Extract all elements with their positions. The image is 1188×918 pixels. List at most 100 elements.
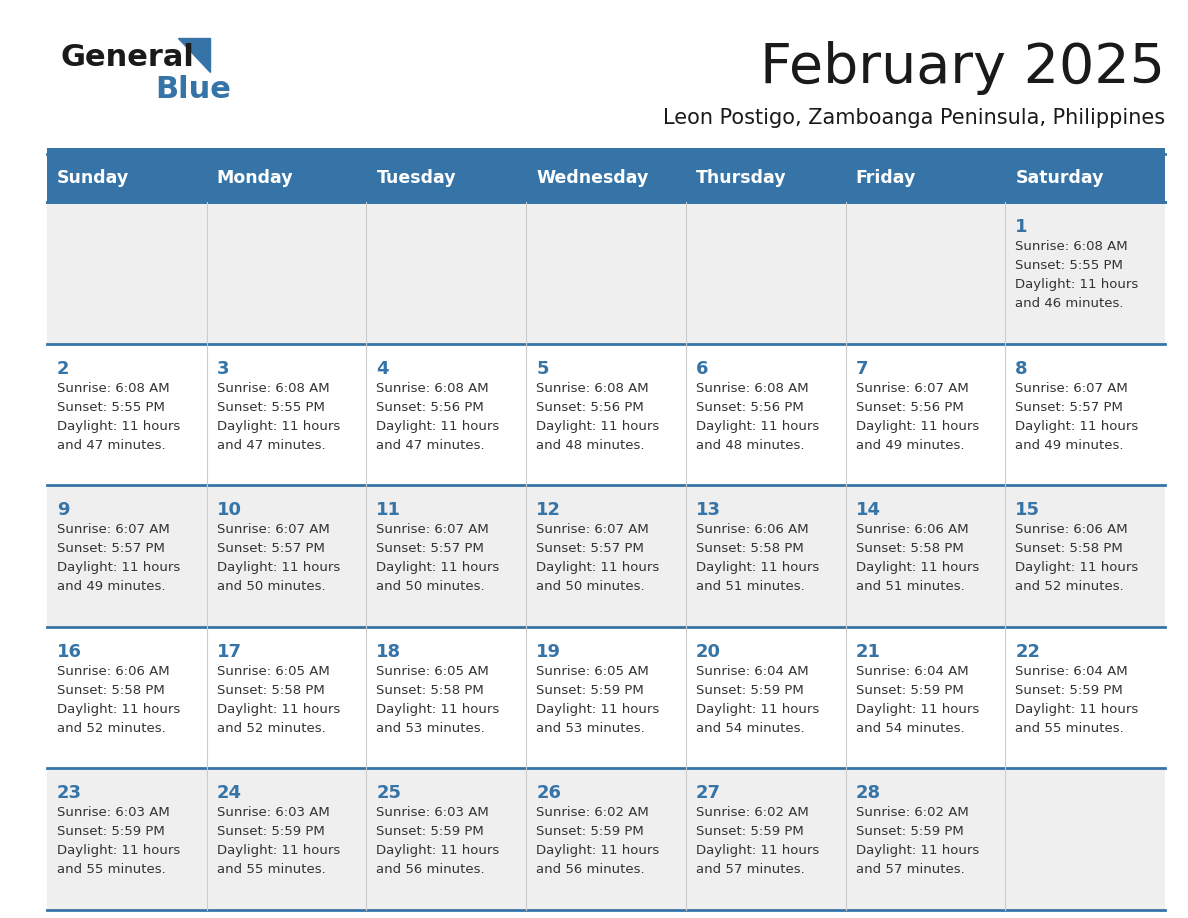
Text: 12: 12: [536, 501, 561, 520]
Text: Sunset: 5:58 PM: Sunset: 5:58 PM: [1016, 543, 1123, 555]
Text: 25: 25: [377, 784, 402, 802]
Text: Thursday: Thursday: [696, 169, 786, 187]
Text: Sunrise: 6:06 AM: Sunrise: 6:06 AM: [696, 523, 809, 536]
Text: Daylight: 11 hours: Daylight: 11 hours: [216, 703, 340, 716]
Text: Sunrise: 6:07 AM: Sunrise: 6:07 AM: [57, 523, 170, 536]
Text: and 48 minutes.: and 48 minutes.: [696, 439, 804, 452]
Text: Daylight: 11 hours: Daylight: 11 hours: [57, 703, 181, 716]
Bar: [207, 202, 366, 343]
Text: Sunrise: 6:07 AM: Sunrise: 6:07 AM: [377, 523, 489, 536]
Text: Sunset: 5:59 PM: Sunset: 5:59 PM: [696, 825, 803, 838]
Text: 5: 5: [536, 360, 549, 377]
Text: Sunset: 5:59 PM: Sunset: 5:59 PM: [696, 684, 803, 697]
Text: Sunset: 5:58 PM: Sunset: 5:58 PM: [216, 684, 324, 697]
Text: Daylight: 11 hours: Daylight: 11 hours: [696, 703, 819, 716]
Bar: [366, 343, 526, 486]
Text: Sunset: 5:56 PM: Sunset: 5:56 PM: [696, 400, 803, 414]
Text: Sunset: 5:59 PM: Sunset: 5:59 PM: [377, 825, 485, 838]
Text: 17: 17: [216, 643, 241, 661]
Bar: [48, 148, 1165, 154]
Text: and 50 minutes.: and 50 minutes.: [216, 580, 326, 593]
Text: Daylight: 11 hours: Daylight: 11 hours: [57, 420, 181, 432]
Text: and 54 minutes.: and 54 minutes.: [855, 722, 965, 734]
Bar: [207, 486, 366, 627]
Bar: [366, 202, 526, 343]
Bar: [526, 768, 685, 910]
Text: Sunset: 5:56 PM: Sunset: 5:56 PM: [855, 400, 963, 414]
Bar: [526, 627, 685, 768]
Bar: [526, 202, 685, 343]
Text: and 48 minutes.: and 48 minutes.: [536, 439, 645, 452]
Text: Leon Postigo, Zamboanga Peninsula, Philippines: Leon Postigo, Zamboanga Peninsula, Phili…: [663, 108, 1165, 128]
Text: Sunrise: 6:06 AM: Sunrise: 6:06 AM: [1016, 523, 1127, 536]
Text: Sunrise: 6:02 AM: Sunrise: 6:02 AM: [696, 806, 809, 820]
Bar: [48, 154, 207, 202]
Text: and 52 minutes.: and 52 minutes.: [1016, 580, 1124, 593]
Text: Sunrise: 6:04 AM: Sunrise: 6:04 AM: [855, 665, 968, 677]
Bar: [846, 627, 1005, 768]
Text: Sunrise: 6:08 AM: Sunrise: 6:08 AM: [216, 382, 329, 395]
Bar: [48, 202, 207, 343]
Polygon shape: [178, 38, 210, 72]
Text: Sunset: 5:57 PM: Sunset: 5:57 PM: [57, 543, 165, 555]
Text: 16: 16: [57, 643, 82, 661]
Text: and 52 minutes.: and 52 minutes.: [216, 722, 326, 734]
Text: and 53 minutes.: and 53 minutes.: [536, 722, 645, 734]
Text: Sunset: 5:56 PM: Sunset: 5:56 PM: [536, 400, 644, 414]
Text: Daylight: 11 hours: Daylight: 11 hours: [216, 561, 340, 574]
Text: Daylight: 11 hours: Daylight: 11 hours: [855, 561, 979, 574]
Text: and 49 minutes.: and 49 minutes.: [1016, 439, 1124, 452]
Text: and 52 minutes.: and 52 minutes.: [57, 722, 166, 734]
Text: 11: 11: [377, 501, 402, 520]
Text: General: General: [61, 43, 194, 73]
Bar: [1005, 202, 1165, 343]
Text: 1: 1: [1016, 218, 1028, 236]
Text: Sunrise: 6:06 AM: Sunrise: 6:06 AM: [855, 523, 968, 536]
Bar: [846, 768, 1005, 910]
Text: Daylight: 11 hours: Daylight: 11 hours: [536, 561, 659, 574]
Bar: [1005, 154, 1165, 202]
Text: 8: 8: [1016, 360, 1028, 377]
Text: Daylight: 11 hours: Daylight: 11 hours: [377, 845, 500, 857]
Bar: [846, 343, 1005, 486]
Text: Sunset: 5:55 PM: Sunset: 5:55 PM: [216, 400, 324, 414]
Text: Sunset: 5:59 PM: Sunset: 5:59 PM: [536, 684, 644, 697]
Text: Sunrise: 6:08 AM: Sunrise: 6:08 AM: [1016, 240, 1127, 253]
Text: Daylight: 11 hours: Daylight: 11 hours: [1016, 278, 1138, 291]
Bar: [526, 343, 685, 486]
Text: February 2025: February 2025: [760, 41, 1165, 95]
Bar: [685, 154, 846, 202]
Text: 18: 18: [377, 643, 402, 661]
Text: Daylight: 11 hours: Daylight: 11 hours: [377, 420, 500, 432]
Bar: [846, 202, 1005, 343]
Text: 9: 9: [57, 501, 70, 520]
Text: Sunset: 5:55 PM: Sunset: 5:55 PM: [1016, 259, 1123, 272]
Text: and 46 minutes.: and 46 minutes.: [1016, 297, 1124, 310]
Text: Sunset: 5:56 PM: Sunset: 5:56 PM: [377, 400, 485, 414]
Text: 22: 22: [1016, 643, 1041, 661]
Bar: [48, 627, 207, 768]
Text: 7: 7: [855, 360, 868, 377]
Bar: [366, 627, 526, 768]
Text: and 51 minutes.: and 51 minutes.: [696, 580, 804, 593]
Bar: [1005, 768, 1165, 910]
Text: Monday: Monday: [216, 169, 293, 187]
Bar: [207, 343, 366, 486]
Text: Sunset: 5:59 PM: Sunset: 5:59 PM: [1016, 684, 1123, 697]
Text: Sunrise: 6:05 AM: Sunrise: 6:05 AM: [377, 665, 489, 677]
Bar: [685, 202, 846, 343]
Text: 3: 3: [216, 360, 229, 377]
Text: 14: 14: [855, 501, 880, 520]
Text: Blue: Blue: [154, 75, 230, 105]
Text: Sunrise: 6:03 AM: Sunrise: 6:03 AM: [57, 806, 170, 820]
Text: 21: 21: [855, 643, 880, 661]
Bar: [366, 768, 526, 910]
Text: Daylight: 11 hours: Daylight: 11 hours: [1016, 703, 1138, 716]
Text: and 47 minutes.: and 47 minutes.: [57, 439, 165, 452]
Text: Sunrise: 6:08 AM: Sunrise: 6:08 AM: [57, 382, 170, 395]
Text: Sunrise: 6:04 AM: Sunrise: 6:04 AM: [1016, 665, 1127, 677]
Text: Sunrise: 6:03 AM: Sunrise: 6:03 AM: [377, 806, 489, 820]
Text: Sunrise: 6:04 AM: Sunrise: 6:04 AM: [696, 665, 809, 677]
Text: 26: 26: [536, 784, 561, 802]
Text: Sunset: 5:59 PM: Sunset: 5:59 PM: [855, 684, 963, 697]
